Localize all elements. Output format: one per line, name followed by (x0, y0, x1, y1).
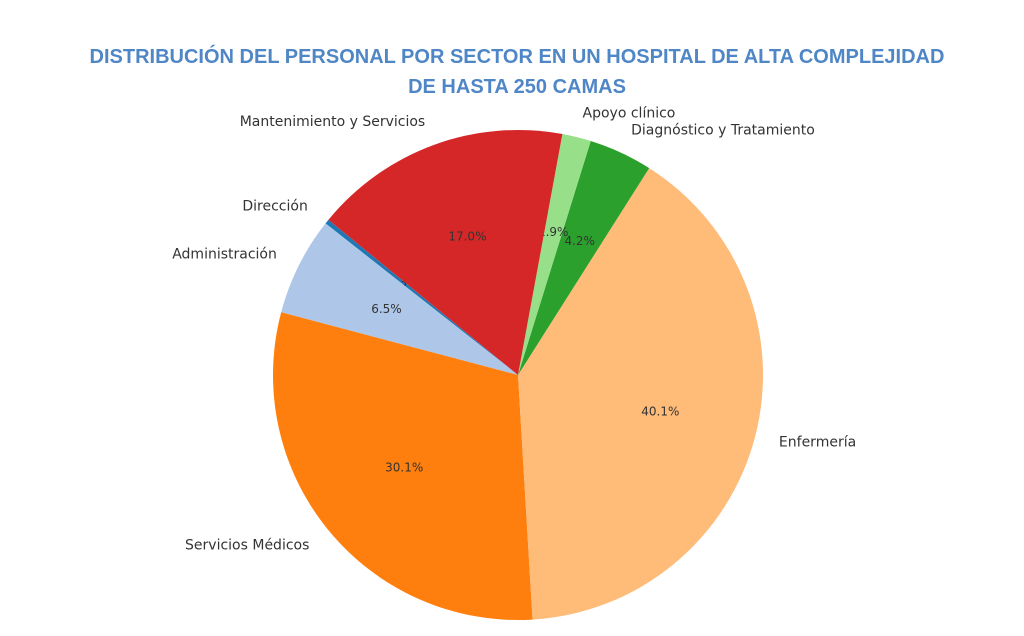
slice-percent-label: 6.5% (371, 302, 402, 316)
slice-label: Enfermería (779, 434, 856, 450)
pie-slice-2 (273, 312, 533, 620)
pie-slice-1 (281, 223, 518, 375)
slice-label: Mantenimiento y Servicios (240, 114, 426, 130)
slice-label: Dirección (242, 198, 307, 214)
slice-percent-label: 17.0% (448, 229, 486, 243)
slice-label: Administración (172, 247, 277, 263)
pie-slice-3 (518, 168, 763, 620)
slice-label: Apoyo clínico (583, 105, 676, 121)
pie-slice-0 (325, 219, 518, 375)
pie-slice-6 (328, 129, 563, 375)
pie-slice-5 (518, 134, 591, 375)
slice-percent-label: 1.9% (538, 225, 569, 239)
pie-slice-4 (518, 141, 650, 375)
chart-title-line-1: DISTRIBUCIÓN DEL PERSONAL POR SECTOR EN … (89, 46, 945, 68)
chart-title-line-2: DE HASTA 250 CAMAS (408, 76, 626, 98)
slice-label: Servicios Médicos (185, 538, 309, 554)
slice-percent-label: 30.1% (385, 461, 423, 475)
slice-percent-label: 4.2% (564, 234, 595, 248)
slice-percent-label: 40.1% (641, 404, 679, 418)
slice-label: Diagnóstico y Tratamiento (631, 122, 815, 138)
